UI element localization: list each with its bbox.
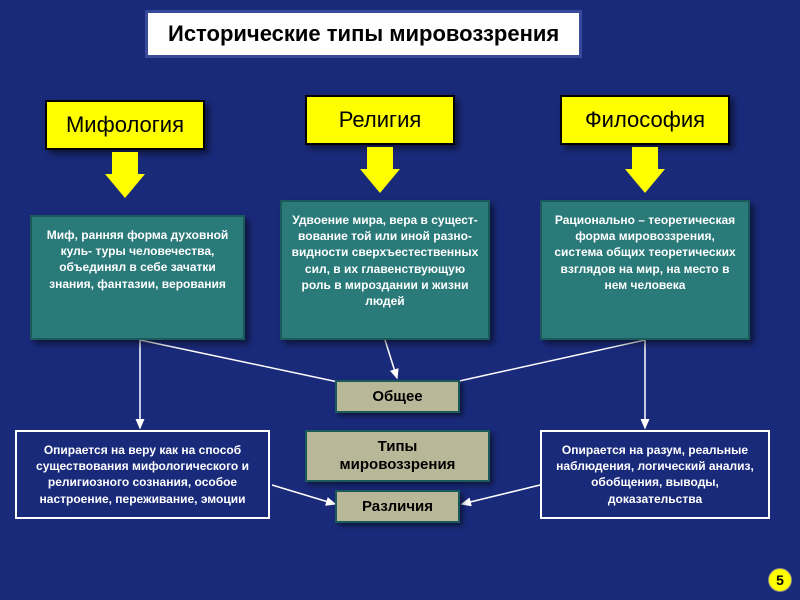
- label-common: Общее: [335, 380, 460, 413]
- main-title: Исторические типы мировоззрения: [145, 10, 582, 58]
- bottom-reason-box: Опирается на разум, реальные наблюдения,…: [540, 430, 770, 519]
- connector-line: [272, 485, 335, 504]
- arrow-down-icon: [360, 147, 400, 193]
- arrow-down-icon: [625, 147, 665, 193]
- arrow-down-icon: [105, 152, 145, 198]
- connector-line: [385, 340, 397, 378]
- category-mythology: Мифология: [45, 100, 205, 150]
- connector-line: [462, 485, 540, 504]
- category-philosophy: Философия: [560, 95, 730, 145]
- bottom-faith-box: Опирается на веру как на способ существо…: [15, 430, 270, 519]
- category-religion: Религия: [305, 95, 455, 145]
- description-philosophy: Рационально – теоретическая форма мирово…: [540, 200, 750, 340]
- page-number: 5: [768, 568, 792, 592]
- label-types: Типы мировоззрения: [305, 430, 490, 482]
- label-differences: Различия: [335, 490, 460, 523]
- description-religion: Удвоение мира, вера в сущест- вование то…: [280, 200, 490, 340]
- description-mythology: Миф, ранняя форма духовной куль- туры че…: [30, 215, 245, 340]
